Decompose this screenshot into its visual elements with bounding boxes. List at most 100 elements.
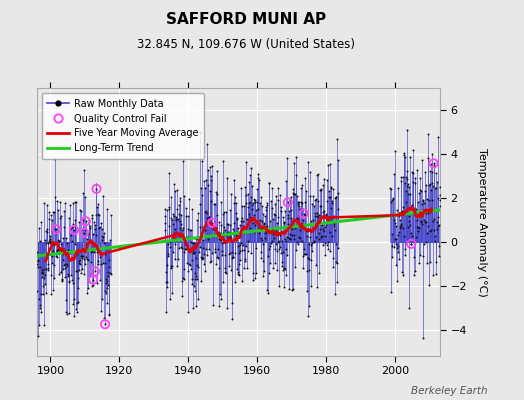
Point bbox=[171, 215, 180, 222]
Point bbox=[396, 223, 404, 230]
Point bbox=[172, 230, 181, 236]
Point bbox=[275, 238, 283, 244]
Point bbox=[316, 234, 325, 240]
Point bbox=[82, 254, 91, 260]
Point bbox=[170, 180, 179, 187]
Point bbox=[92, 186, 101, 192]
Point bbox=[103, 206, 111, 212]
Point bbox=[407, 241, 416, 247]
Point bbox=[188, 206, 196, 212]
Point bbox=[263, 201, 271, 208]
Point bbox=[55, 238, 63, 244]
Point bbox=[267, 228, 275, 234]
Point bbox=[79, 252, 87, 259]
Point bbox=[318, 222, 326, 228]
Point bbox=[189, 305, 197, 312]
Point bbox=[279, 219, 288, 226]
Point bbox=[419, 334, 427, 341]
Point bbox=[427, 187, 435, 193]
Point bbox=[92, 181, 100, 187]
Point bbox=[422, 260, 431, 266]
Point bbox=[304, 255, 312, 262]
Point bbox=[401, 154, 409, 160]
Point bbox=[61, 265, 69, 271]
Point bbox=[71, 224, 79, 230]
Point bbox=[256, 217, 265, 223]
Point bbox=[58, 250, 67, 257]
Point bbox=[83, 231, 92, 237]
Point bbox=[34, 257, 42, 264]
Point bbox=[61, 235, 70, 241]
Point bbox=[99, 234, 107, 240]
Point bbox=[305, 193, 314, 199]
Point bbox=[37, 309, 46, 315]
Point bbox=[290, 264, 299, 270]
Point bbox=[43, 267, 52, 274]
Point bbox=[387, 242, 396, 249]
Point bbox=[57, 240, 65, 247]
Point bbox=[69, 280, 77, 287]
Point bbox=[429, 182, 437, 189]
Point bbox=[389, 211, 397, 218]
Point bbox=[93, 280, 101, 286]
Point bbox=[208, 250, 216, 256]
Point bbox=[80, 167, 89, 174]
Point bbox=[205, 164, 214, 170]
Point bbox=[176, 218, 184, 224]
Point bbox=[196, 223, 205, 230]
Point bbox=[422, 210, 430, 216]
Point bbox=[328, 198, 336, 204]
Point bbox=[298, 182, 306, 188]
Point bbox=[423, 196, 431, 203]
Point bbox=[283, 212, 292, 218]
Point bbox=[222, 208, 230, 215]
Point bbox=[89, 231, 97, 237]
Point bbox=[269, 211, 278, 218]
Point bbox=[417, 219, 425, 225]
Point bbox=[49, 208, 58, 215]
Point bbox=[59, 235, 68, 242]
Point bbox=[407, 241, 416, 247]
Point bbox=[223, 221, 232, 228]
Point bbox=[315, 230, 323, 236]
Point bbox=[201, 208, 210, 214]
Point bbox=[298, 216, 307, 223]
Point bbox=[311, 225, 320, 231]
Point bbox=[87, 270, 95, 276]
Point bbox=[392, 261, 400, 268]
Point bbox=[301, 212, 309, 218]
Point bbox=[215, 229, 224, 236]
Point bbox=[167, 194, 175, 200]
Point bbox=[417, 211, 425, 218]
Point bbox=[393, 207, 401, 213]
Point bbox=[328, 233, 336, 239]
Point bbox=[274, 197, 282, 203]
Point bbox=[210, 246, 219, 252]
Point bbox=[279, 266, 287, 273]
Point bbox=[312, 261, 320, 268]
Point bbox=[408, 202, 417, 209]
Point bbox=[250, 211, 258, 218]
Point bbox=[248, 220, 257, 226]
Point bbox=[262, 206, 270, 213]
Point bbox=[422, 239, 430, 245]
Point bbox=[91, 268, 99, 274]
Point bbox=[88, 283, 96, 290]
Point bbox=[101, 321, 110, 328]
Point bbox=[75, 261, 84, 267]
Point bbox=[406, 190, 414, 197]
Point bbox=[185, 227, 194, 234]
Point bbox=[263, 287, 271, 294]
Point bbox=[414, 190, 423, 196]
Point bbox=[289, 186, 297, 193]
Point bbox=[35, 225, 43, 232]
Point bbox=[327, 205, 335, 212]
Point bbox=[256, 194, 265, 200]
Point bbox=[190, 240, 199, 246]
Point bbox=[289, 189, 298, 196]
Point bbox=[428, 169, 436, 175]
Point bbox=[287, 215, 295, 222]
Point bbox=[161, 220, 169, 226]
Point bbox=[249, 200, 257, 206]
Point bbox=[387, 288, 395, 295]
